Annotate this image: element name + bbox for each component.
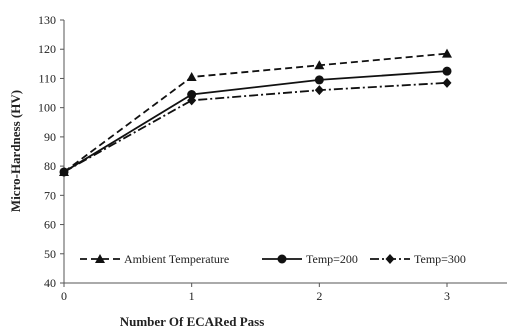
x-tick-label: 0 [61,289,67,303]
data-point-triangle [186,71,197,81]
legend-swatch-marker [95,254,105,263]
legend-label: Temp=200 [306,252,358,266]
data-point-diamond [442,77,452,88]
legend-swatch-marker [385,254,395,264]
x-ticks: 0 1 2 3 [61,283,450,303]
y-ticks: 40 50 60 70 80 90 100 110 120 130 [38,13,64,290]
series-line [63,81,448,173]
series-3 [59,77,452,177]
y-tick-label: 70 [44,188,56,202]
data-point-circle [314,75,324,85]
data-point-triangle [442,48,452,58]
y-tick-label: 90 [44,130,56,144]
series-line [63,52,448,173]
series-line [63,70,448,173]
x-tick-label: 1 [189,289,195,303]
legend-swatch-marker [277,254,287,264]
legend: Ambient Temperature Temp=200 Temp=300 [80,252,466,266]
legend-item-3: Temp=300 [370,252,466,266]
y-tick-label: 60 [44,218,56,232]
y-tick-label: 40 [44,276,56,290]
series-group [59,48,452,177]
data-point-circle [187,90,197,100]
x-axis-title: Number Of ECARed Pass [120,314,265,329]
legend-label: Ambient Temperature [124,252,229,266]
data-point-triangle [314,60,325,70]
y-tick-label: 120 [38,42,56,56]
legend-item-1: Ambient Temperature [80,252,229,266]
y-axis-title: Micro-Hardness (HV) [8,90,23,212]
series-1 [59,48,452,176]
y-tick-label: 110 [38,71,56,85]
data-point-diamond [314,85,324,96]
y-tick-label: 130 [38,13,56,27]
legend-item-2: Temp=200 [262,252,358,266]
data-point-circle [442,66,452,76]
data-point-diamond [59,166,69,177]
x-tick-label: 3 [444,289,450,303]
y-tick-label: 50 [44,247,56,261]
data-point-diamond [187,95,197,106]
x-tick-label: 2 [316,289,322,303]
legend-label: Temp=300 [414,252,466,266]
y-tick-label: 100 [38,101,56,115]
series-2 [59,66,452,177]
y-tick-label: 80 [44,159,56,173]
